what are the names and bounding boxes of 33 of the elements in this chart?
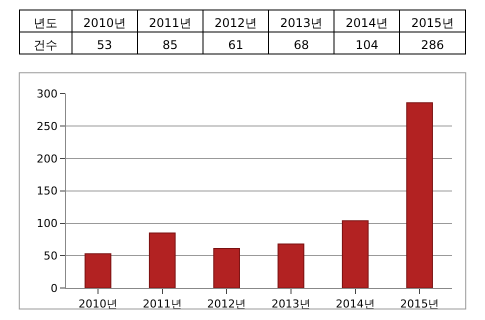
x-tick-label: 2010년 xyxy=(78,297,118,310)
category-label: 2011년 xyxy=(148,16,192,30)
x-tick-label: 2015년 xyxy=(400,297,440,310)
x-tick-label: 2011년 xyxy=(142,297,182,310)
y-tick-label: 200 xyxy=(36,152,58,166)
y-tick-label: 50 xyxy=(44,250,58,263)
data-label: 104 xyxy=(355,38,378,52)
bar xyxy=(278,244,304,288)
x-axis-title: 년도 xyxy=(34,16,58,30)
bar xyxy=(84,253,112,288)
bar xyxy=(406,102,433,288)
category-label: 2013년 xyxy=(280,16,323,30)
data-label: 85 xyxy=(162,38,178,52)
data-label: 53 xyxy=(96,38,112,52)
bar xyxy=(342,220,369,288)
y-tick-label: 250 xyxy=(36,120,58,133)
data-label: 61 xyxy=(228,38,244,52)
x-tick-label: 2014년 xyxy=(336,297,375,310)
bar xyxy=(213,248,240,288)
x-tick-label: 2012년 xyxy=(207,297,246,310)
y-axis-title: 건수 xyxy=(34,38,58,52)
category-label: 2014년 xyxy=(346,16,388,30)
y-tick-label: 0 xyxy=(50,282,58,295)
x-tick-label: 2013년 xyxy=(271,297,310,310)
data-label: 286 xyxy=(421,38,444,52)
category-label: 2012년 xyxy=(214,16,258,30)
data-label: 68 xyxy=(294,38,309,52)
y-tick-label: 100 xyxy=(36,217,58,230)
y-tick-label: 150 xyxy=(36,184,58,198)
y-tick-label: 300 xyxy=(36,88,58,101)
category-label: 2015년 xyxy=(411,16,454,30)
bar xyxy=(148,232,176,288)
category-label: 2010년 xyxy=(83,16,126,30)
